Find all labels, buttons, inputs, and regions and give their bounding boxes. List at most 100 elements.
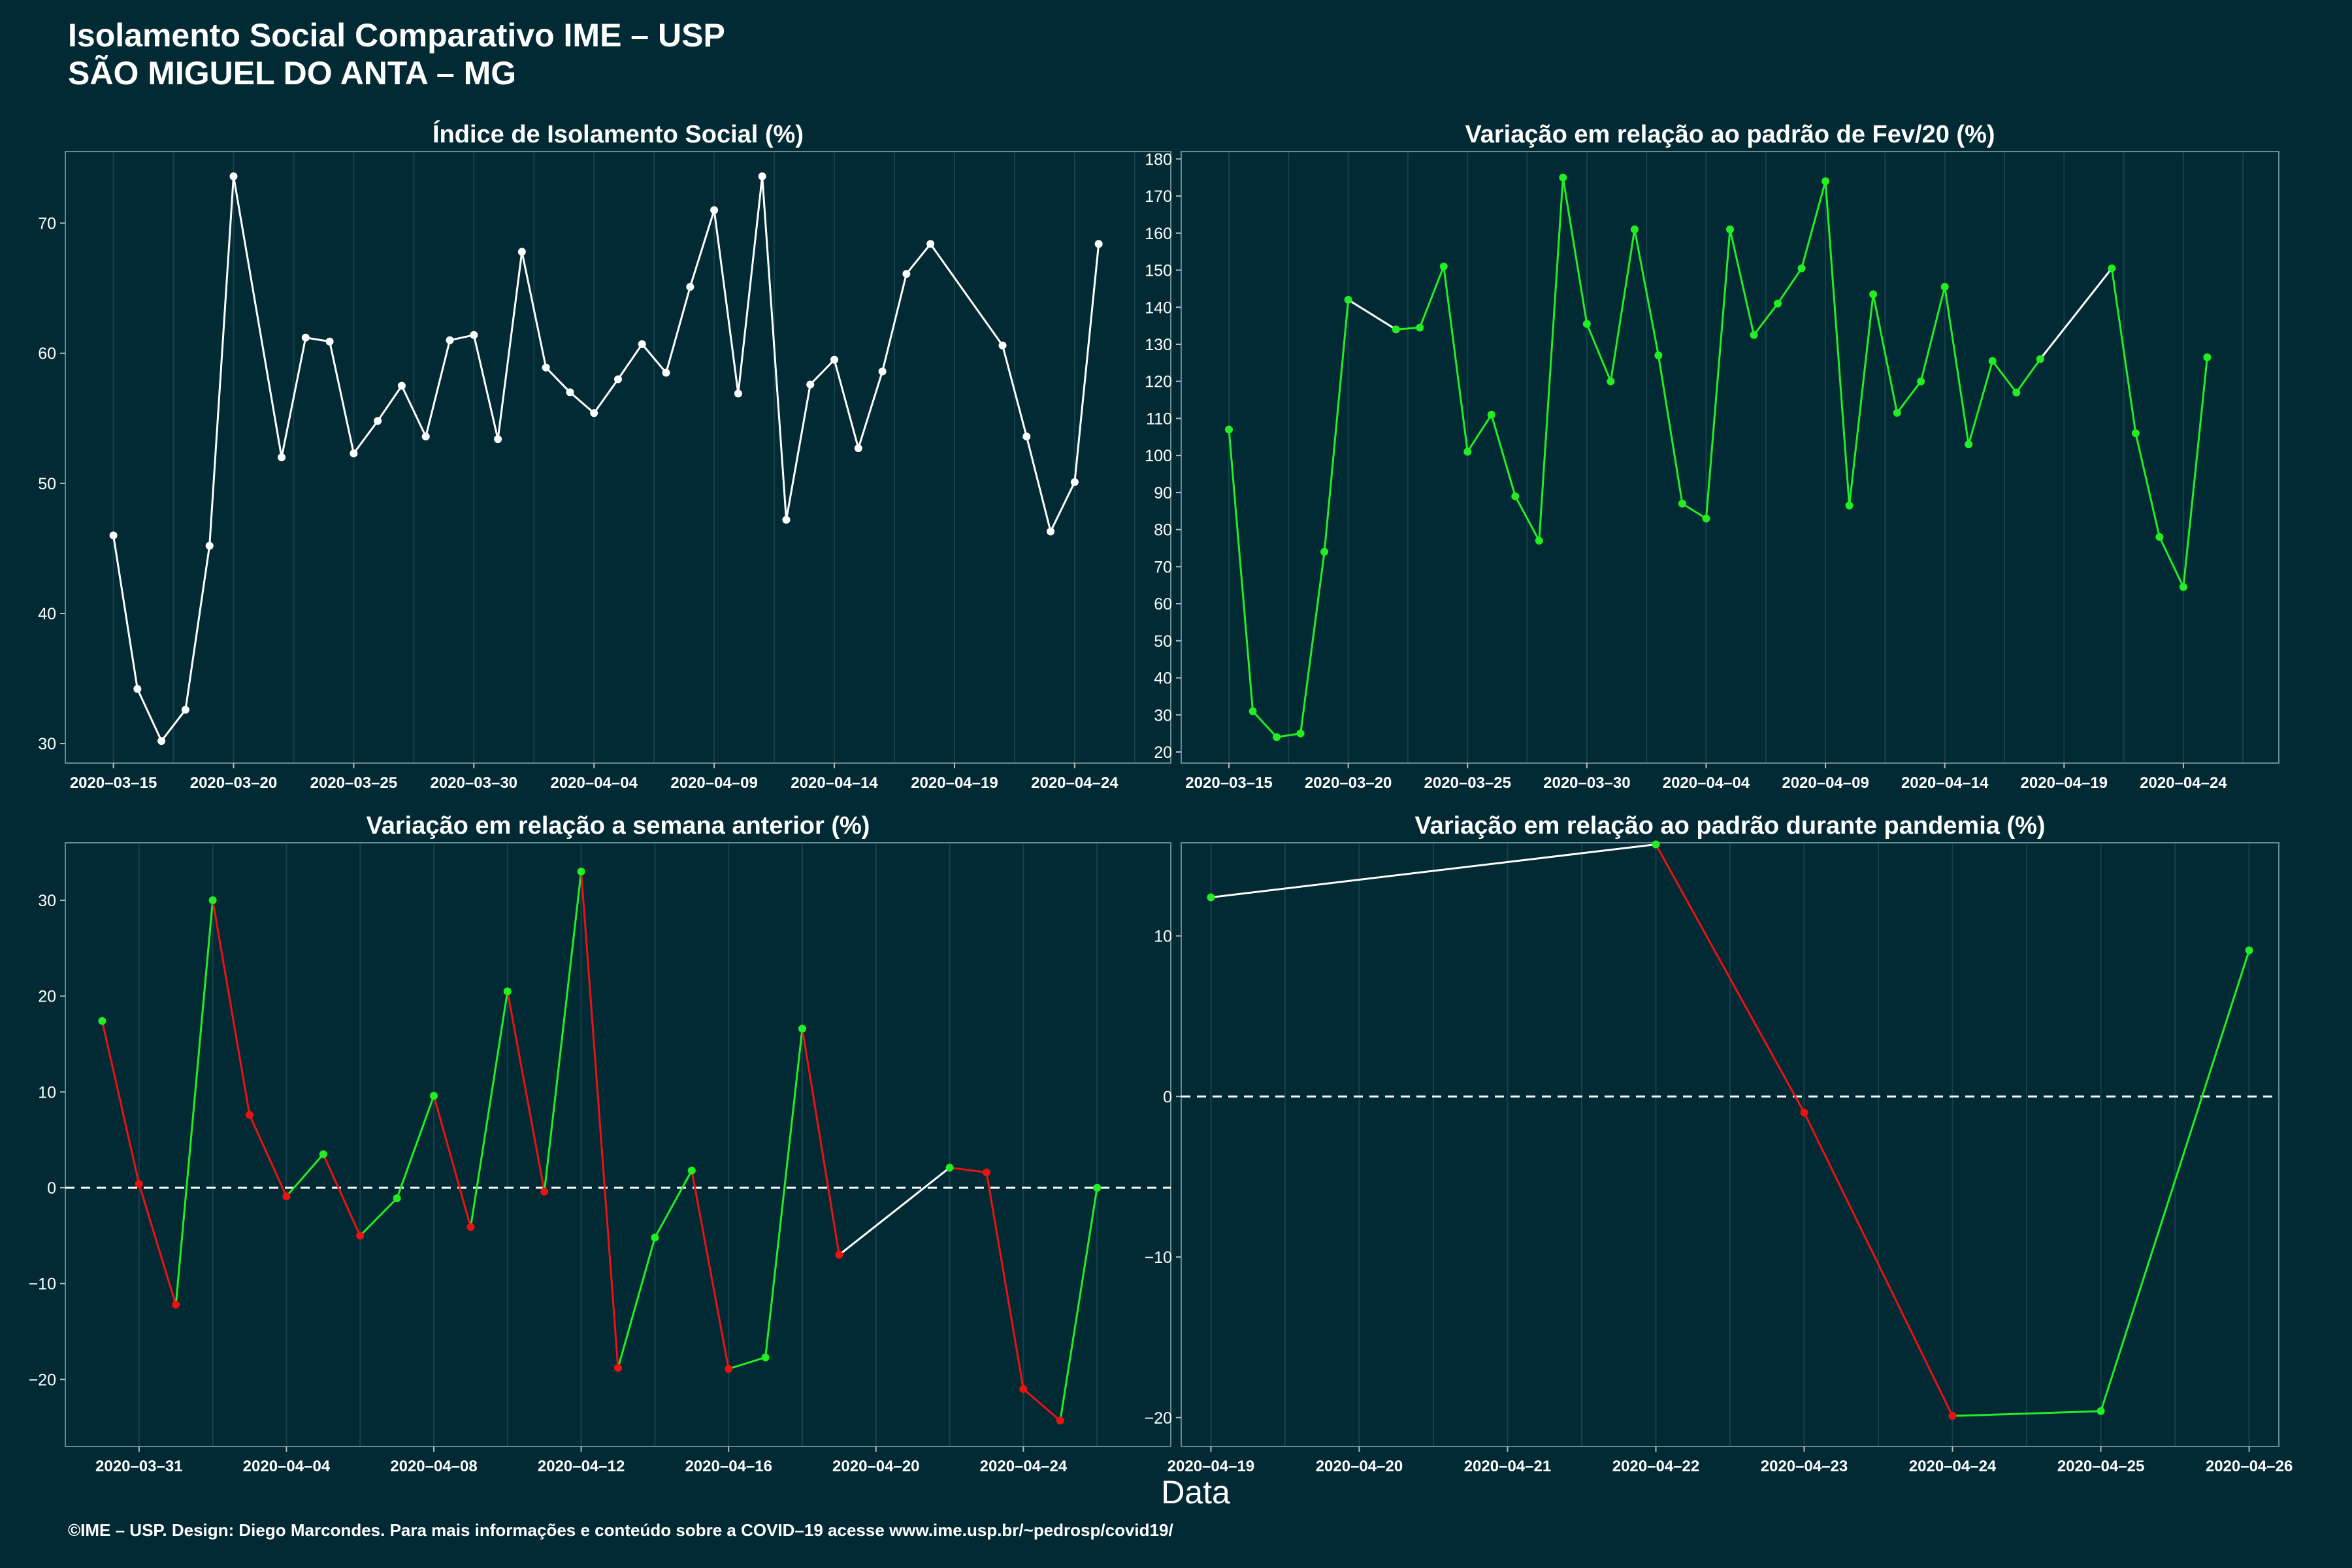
series-segment [2100, 950, 2251, 1412]
data-point [1893, 408, 1901, 417]
y-tick-label: 70 [1154, 558, 1172, 576]
y-tick-label: 60 [1154, 595, 1172, 613]
data-point [205, 542, 214, 550]
data-point [301, 333, 310, 342]
x-tick-label: 2020–04–25 [2057, 1458, 2144, 1475]
data-point [2245, 946, 2253, 955]
x-tick-label: 2020–04–14 [1901, 774, 1989, 792]
series-segment [1633, 229, 1659, 356]
page-title-line1: Isolamento Social Comparativo IME – USP [68, 17, 725, 54]
data-point [1630, 225, 1639, 234]
data-point [1948, 1412, 1957, 1420]
series-segment [1418, 266, 1445, 328]
chart-pandemia: Variação em relação ao padrão durante pa… [1145, 812, 2293, 1475]
y-tick-label: 90 [1154, 484, 1172, 502]
x-tick-label: 2020–03–25 [1424, 774, 1511, 792]
y-tick-label: 170 [1145, 188, 1172, 206]
data-point [1652, 840, 1660, 849]
data-point [1225, 425, 1233, 434]
series-segment [543, 871, 583, 1192]
series-segment [617, 1237, 656, 1369]
footer-credits: ©IME – USP. Design: Diego Marcondes. Par… [68, 1520, 1173, 1540]
x-axis-label: Data [1161, 1474, 1230, 1511]
series-segment [2039, 267, 2113, 360]
data-point [421, 433, 430, 441]
x-tick-label: 2020–04–23 [1761, 1458, 1848, 1475]
y-tick-label: −20 [29, 1371, 56, 1389]
data-point [1207, 893, 1215, 902]
series-segment [1919, 286, 1946, 382]
series-segment [521, 252, 547, 368]
data-point [446, 336, 454, 344]
data-point [1511, 492, 1520, 500]
series-segment [136, 688, 163, 742]
series-segment [329, 341, 355, 454]
y-tick-label: 50 [38, 475, 56, 493]
data-point [1416, 323, 1424, 332]
data-point [2097, 1407, 2105, 1415]
data-point [1702, 514, 1710, 523]
data-point [2179, 583, 2187, 591]
data-point [397, 382, 406, 390]
series-segment [833, 359, 860, 449]
series-segment [1824, 181, 1851, 506]
x-tick-label: 2020–04–04 [243, 1458, 331, 1475]
x-tick-label: 2020–03–30 [1543, 774, 1630, 792]
y-tick-label: 30 [1154, 706, 1172, 725]
series-segment [2110, 268, 2137, 434]
series-segment [1586, 323, 1612, 382]
y-tick-label: 130 [1145, 336, 1172, 354]
data-point [614, 375, 622, 384]
series-segment [1801, 180, 1827, 269]
series-segment [691, 1170, 730, 1369]
series-segment [305, 336, 330, 343]
data-point [1392, 325, 1400, 334]
data-point [1774, 299, 1782, 308]
data-point [830, 355, 839, 364]
y-tick-label: 80 [1154, 521, 1172, 540]
series-segment [785, 384, 811, 520]
x-tick-label: 2020–04–26 [2206, 1458, 2293, 1475]
data-point [135, 1180, 143, 1188]
data-point [393, 1194, 401, 1203]
series-segment [1228, 429, 1254, 711]
series-segment [1396, 326, 1420, 331]
series-segment [906, 243, 932, 275]
series-segment [1991, 360, 2017, 393]
data-point [806, 380, 815, 389]
x-tick-label: 2020–04–24 [1031, 774, 1119, 792]
series-segment [1022, 1388, 1061, 1422]
series-segment [617, 343, 644, 380]
series-segment [764, 1028, 804, 1358]
data-point [1070, 478, 1079, 486]
data-point [1965, 440, 1973, 449]
y-tick-label: 20 [38, 988, 56, 1006]
data-point [798, 1024, 806, 1033]
series-segment [1514, 495, 1541, 542]
series-segment [761, 176, 787, 520]
chart-title: Índice de Isolamento Social (%) [433, 120, 804, 148]
series-segment [469, 991, 509, 1228]
series-segment [1729, 229, 1755, 336]
series-segment [689, 210, 715, 287]
data-point [278, 453, 286, 461]
data-point [133, 685, 142, 693]
series-segment [1753, 302, 1779, 336]
data-point [902, 270, 911, 278]
x-tick-label: 2020–03–31 [95, 1458, 182, 1475]
data-point [758, 172, 766, 180]
series-segment [1466, 414, 1493, 453]
data-point [1320, 547, 1329, 556]
data-point [1821, 177, 1830, 186]
series-segment [1211, 843, 1656, 899]
data-point [1917, 377, 1925, 385]
x-tick-label: 2020–04–19 [2021, 774, 2108, 792]
series-segment [654, 1169, 693, 1238]
data-point [157, 737, 166, 745]
series-segment [857, 371, 884, 449]
data-point [540, 1187, 549, 1196]
y-tick-label: 30 [38, 735, 56, 753]
series-segment [728, 1356, 766, 1370]
series-segment [1803, 1112, 1953, 1416]
x-tick-label: 2020–03–20 [1305, 774, 1392, 792]
